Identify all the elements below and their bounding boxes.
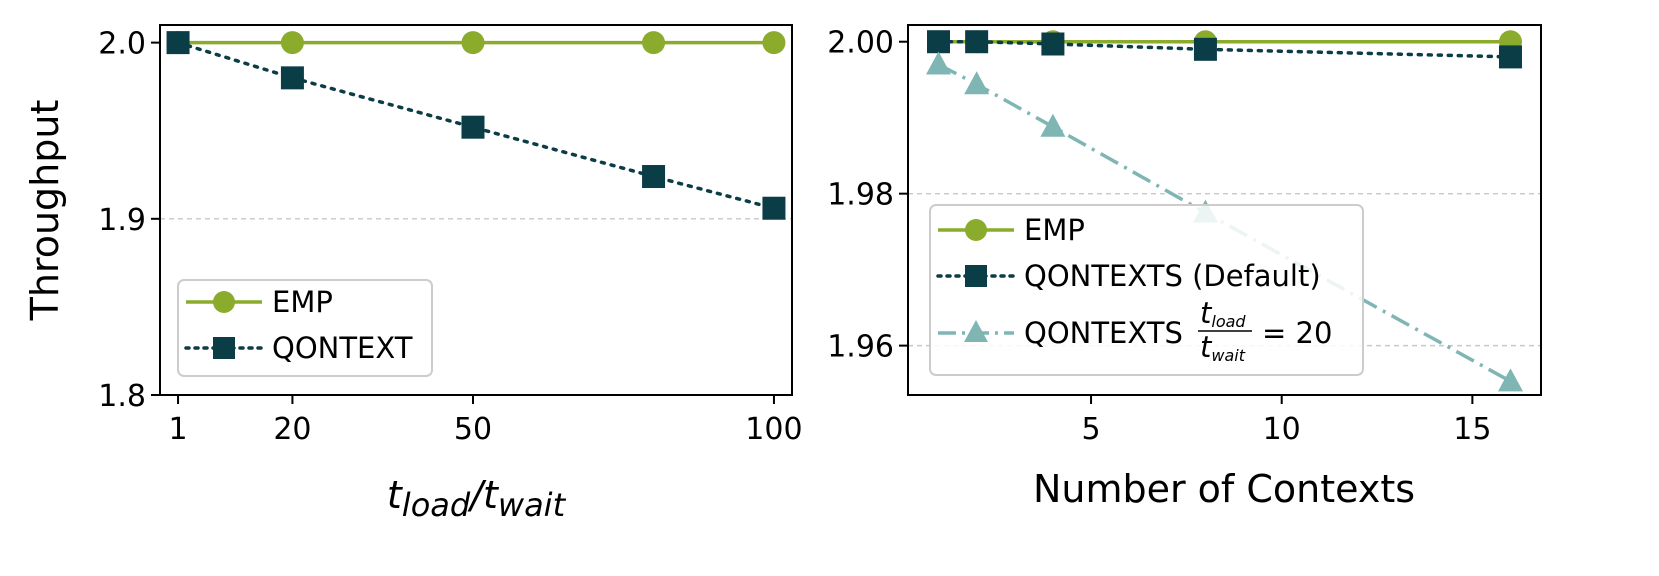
left-x-tick-label: 20 — [273, 412, 311, 447]
left-legend-item-emp: EMP — [186, 285, 333, 319]
right-point-qontext — [1193, 37, 1217, 61]
right-legend-item-qontexts-20: QONTEXTS tload twait = 20 — [938, 296, 1332, 365]
right-point-qontext — [1498, 45, 1522, 69]
left-x-tick-label: 100 — [745, 412, 802, 447]
right-y-tick-label: 1.96 — [827, 330, 894, 365]
left-y-tick-label: 1.8 — [98, 379, 146, 414]
right-series-line-qontext — [936, 39, 1513, 59]
right-x-axis-label: Number of Contexts — [1033, 467, 1415, 511]
svg-text:EMP: EMP — [1024, 213, 1085, 247]
right-point-qontext20 — [926, 51, 952, 75]
right-point-qontext20 — [1040, 113, 1066, 137]
right-series-lines — [926, 30, 1523, 392]
left-legend-box — [177, 279, 433, 377]
left-point-qontext — [762, 196, 786, 220]
left-point-qontext — [166, 31, 190, 55]
left-y-axis-label: Throughput — [23, 100, 67, 322]
left-x-axis-label: tload/twait — [387, 473, 567, 524]
right-legend-box — [929, 204, 1364, 376]
left-legend: EMP QONTEXT — [177, 279, 433, 377]
left-point-emp — [280, 31, 304, 55]
svg-text:QONTEXTS: QONTEXTS — [1024, 316, 1183, 350]
left-point-emp — [642, 31, 666, 55]
left-point-emp — [461, 31, 485, 55]
right-x-tick-label: 10 — [1263, 412, 1301, 447]
right-point-qontext20 — [1497, 368, 1523, 392]
left-legend-item-qontext: QONTEXT — [184, 331, 413, 365]
right-legend-item-emp: EMP — [938, 213, 1085, 247]
right-axes-frame — [907, 24, 1542, 396]
right-y-tick-label: 2.00 — [827, 26, 894, 61]
left-y-tick-label: 1.9 — [98, 203, 146, 238]
right-point-qontext — [965, 30, 989, 54]
right-ticks: 5 10 15 1.96 1.98 2.00 — [827, 26, 1491, 447]
right-x-tick-label: 5 — [1081, 412, 1100, 447]
right-y-tick-label: 1.98 — [827, 178, 894, 213]
left-ticks: 1 20 50 100 1.8 1.9 2.0 — [98, 27, 802, 447]
svg-text:QONTEXT: QONTEXT — [272, 331, 413, 365]
svg-text:EMP: EMP — [272, 285, 333, 319]
right-point-qontext20 — [964, 71, 990, 95]
right-legend: EMP QONTEXTS (Default) QONTEXTS tload tw… — [929, 204, 1364, 376]
left-series-line-qontext — [176, 40, 776, 210]
left-point-emp — [762, 31, 786, 55]
left-x-tick-label: 1 — [169, 412, 188, 447]
svg-text:= 20: = 20 — [1262, 316, 1332, 350]
right-panel: 5 10 15 1.96 1.98 2.00 Number of Contexts EMP… — [827, 24, 1542, 511]
left-axes-frame — [159, 24, 793, 396]
right-x-tick-label: 15 — [1453, 412, 1491, 447]
left-series-lines — [166, 31, 786, 220]
left-point-qontext — [642, 165, 666, 189]
left-y-tick-label: 2.0 — [98, 27, 146, 62]
right-point-qontext — [927, 30, 951, 54]
left-point-qontext — [280, 66, 304, 90]
left-point-qontext — [461, 115, 485, 139]
right-legend-item-qontexts-default: QONTEXTS (Default) — [936, 259, 1321, 293]
left-panel: 1 20 50 100 1.8 1.9 2.0 Throughput tload/twait… — [23, 24, 803, 524]
right-point-qontext — [1041, 32, 1065, 56]
svg-text:QONTEXTS (Default): QONTEXTS (Default) — [1024, 259, 1321, 293]
left-x-tick-label: 50 — [454, 412, 492, 447]
